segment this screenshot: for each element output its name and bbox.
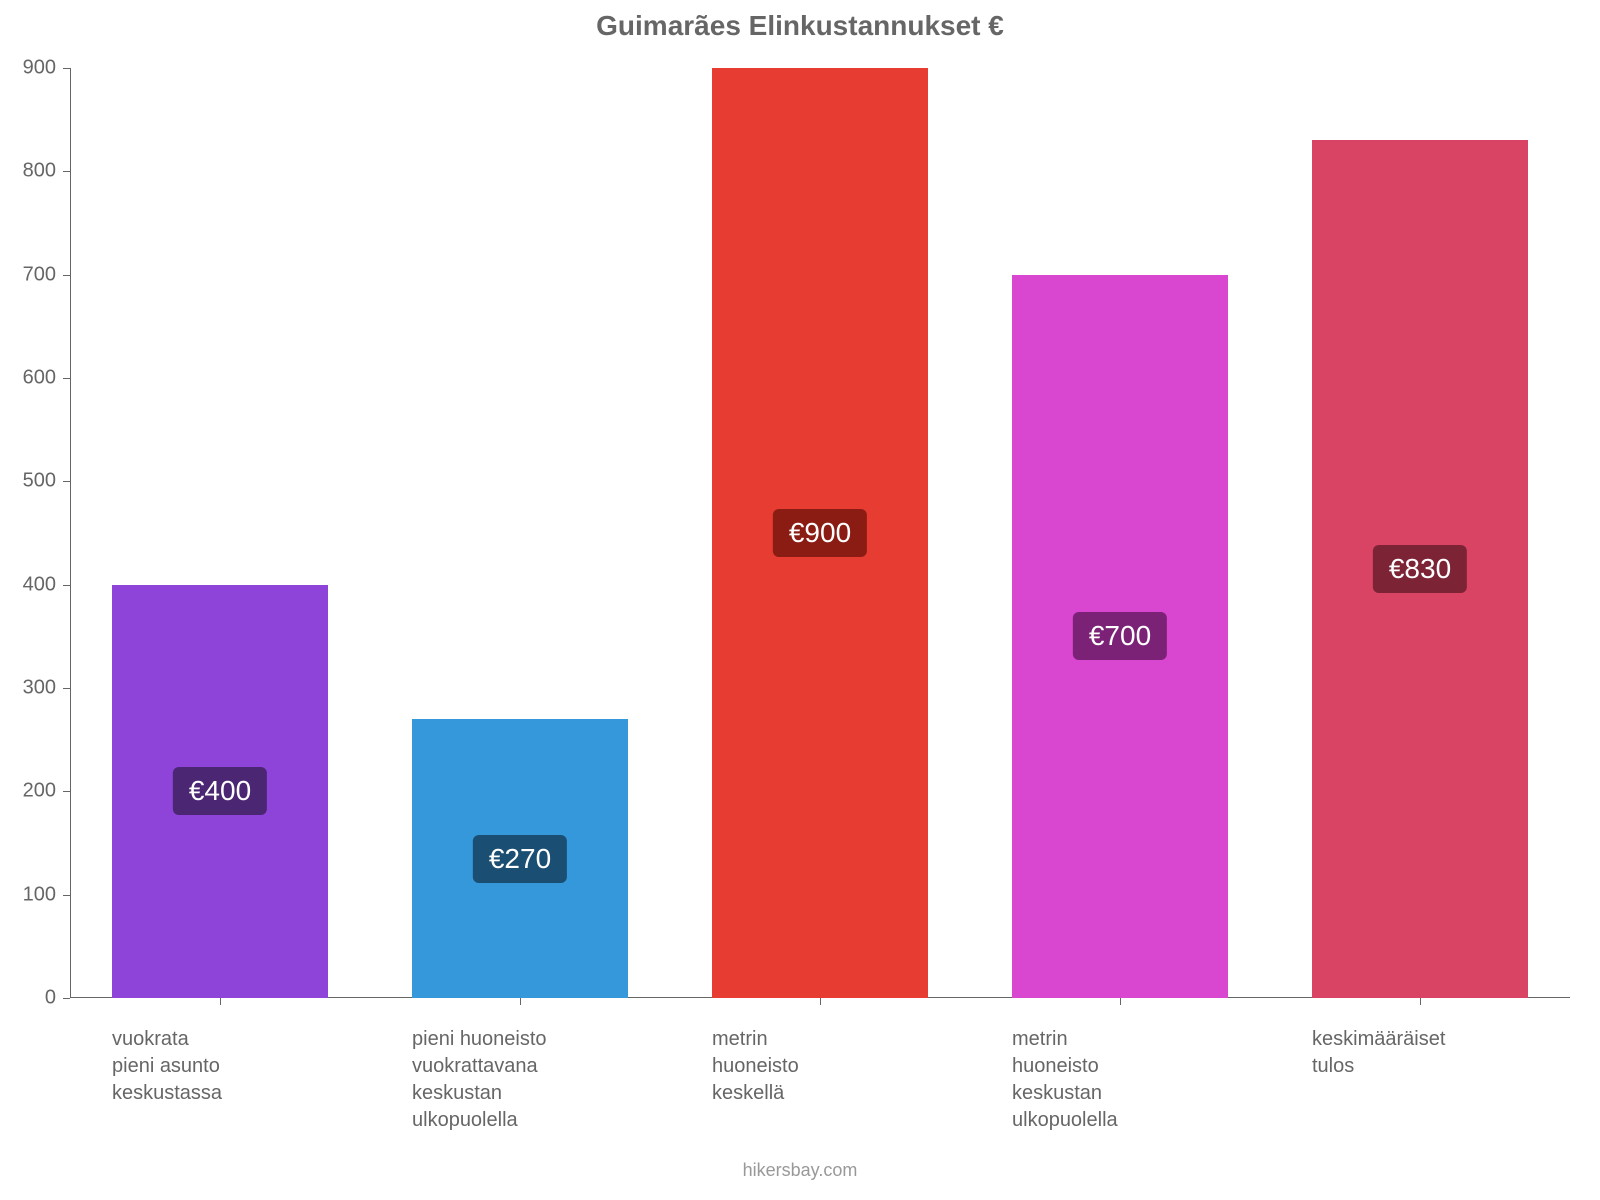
category-label: pieni huoneistovuokrattavanakeskustanulk… <box>412 1026 668 1134</box>
y-tick-label: 300 <box>23 677 56 700</box>
category-label-line: vuokrata <box>112 1026 368 1053</box>
y-tick-label: 900 <box>23 57 56 80</box>
x-tick <box>220 998 221 1005</box>
bar-slot: €900metrinhuoneistokeskellä <box>670 68 970 998</box>
y-tick <box>63 895 70 896</box>
y-tick-label: 700 <box>23 263 56 286</box>
bar-value-label: €900 <box>773 509 867 557</box>
y-tick-label: 200 <box>23 780 56 803</box>
category-label-line: metrin <box>712 1026 968 1053</box>
bar-slot: €400vuokratapieni asuntokeskustassa <box>70 68 370 998</box>
category-label-line: huoneisto <box>712 1053 968 1080</box>
category-label-line: ulkopuolella <box>1012 1107 1268 1134</box>
attribution-text: hikersbay.com <box>0 1160 1600 1181</box>
y-tick-label: 600 <box>23 367 56 390</box>
category-label-line: pieni huoneisto <box>412 1026 668 1053</box>
bar-slot: €700metrinhuoneistokeskustanulkopuolella <box>970 68 1270 998</box>
x-tick <box>1420 998 1421 1005</box>
category-label-line: keskimääräiset <box>1312 1026 1568 1053</box>
category-label-line: pieni asunto <box>112 1053 368 1080</box>
y-tick <box>63 688 70 689</box>
category-label-line: vuokrattavana <box>412 1053 668 1080</box>
category-label-line: keskustan <box>1012 1080 1268 1107</box>
category-label-line: keskustan <box>412 1080 668 1107</box>
bar-value-label: €400 <box>173 767 267 815</box>
x-tick <box>1120 998 1121 1005</box>
category-label-line: metrin <box>1012 1026 1268 1053</box>
bar-value-label: €830 <box>1373 545 1467 593</box>
bar-value-label: €700 <box>1073 612 1167 660</box>
y-tick <box>63 171 70 172</box>
y-tick-label: 400 <box>23 573 56 596</box>
y-tick-label: 0 <box>45 987 56 1010</box>
y-tick-label: 100 <box>23 883 56 906</box>
bar-slot: €830keskimääräisettulos <box>1270 68 1570 998</box>
category-label-line: ulkopuolella <box>412 1107 668 1134</box>
x-tick <box>520 998 521 1005</box>
y-tick <box>63 585 70 586</box>
bar-value-label: €270 <box>473 835 567 883</box>
y-tick <box>63 275 70 276</box>
category-label: metrinhuoneistokeskellä <box>712 1026 968 1107</box>
category-label-line: tulos <box>1312 1053 1568 1080</box>
y-tick <box>63 68 70 69</box>
y-tick-label: 800 <box>23 160 56 183</box>
y-tick-label: 500 <box>23 470 56 493</box>
y-tick <box>63 378 70 379</box>
category-label-line: keskellä <box>712 1080 968 1107</box>
category-label: metrinhuoneistokeskustanulkopuolella <box>1012 1026 1268 1134</box>
bar-slot: €270pieni huoneistovuokrattavanakeskusta… <box>370 68 670 998</box>
plot-area: 0100200300400500600700800900€400vuokrata… <box>70 68 1570 998</box>
category-label: keskimääräisettulos <box>1312 1026 1568 1080</box>
category-label-line: keskustassa <box>112 1080 368 1107</box>
x-tick <box>820 998 821 1005</box>
chart-title: Guimarães Elinkustannukset € <box>0 10 1600 42</box>
y-tick <box>63 481 70 482</box>
y-tick <box>63 791 70 792</box>
category-label: vuokratapieni asuntokeskustassa <box>112 1026 368 1107</box>
category-label-line: huoneisto <box>1012 1053 1268 1080</box>
y-tick <box>63 998 70 999</box>
cost-of-living-bar-chart: Guimarães Elinkustannukset € 01002003004… <box>0 0 1600 1200</box>
